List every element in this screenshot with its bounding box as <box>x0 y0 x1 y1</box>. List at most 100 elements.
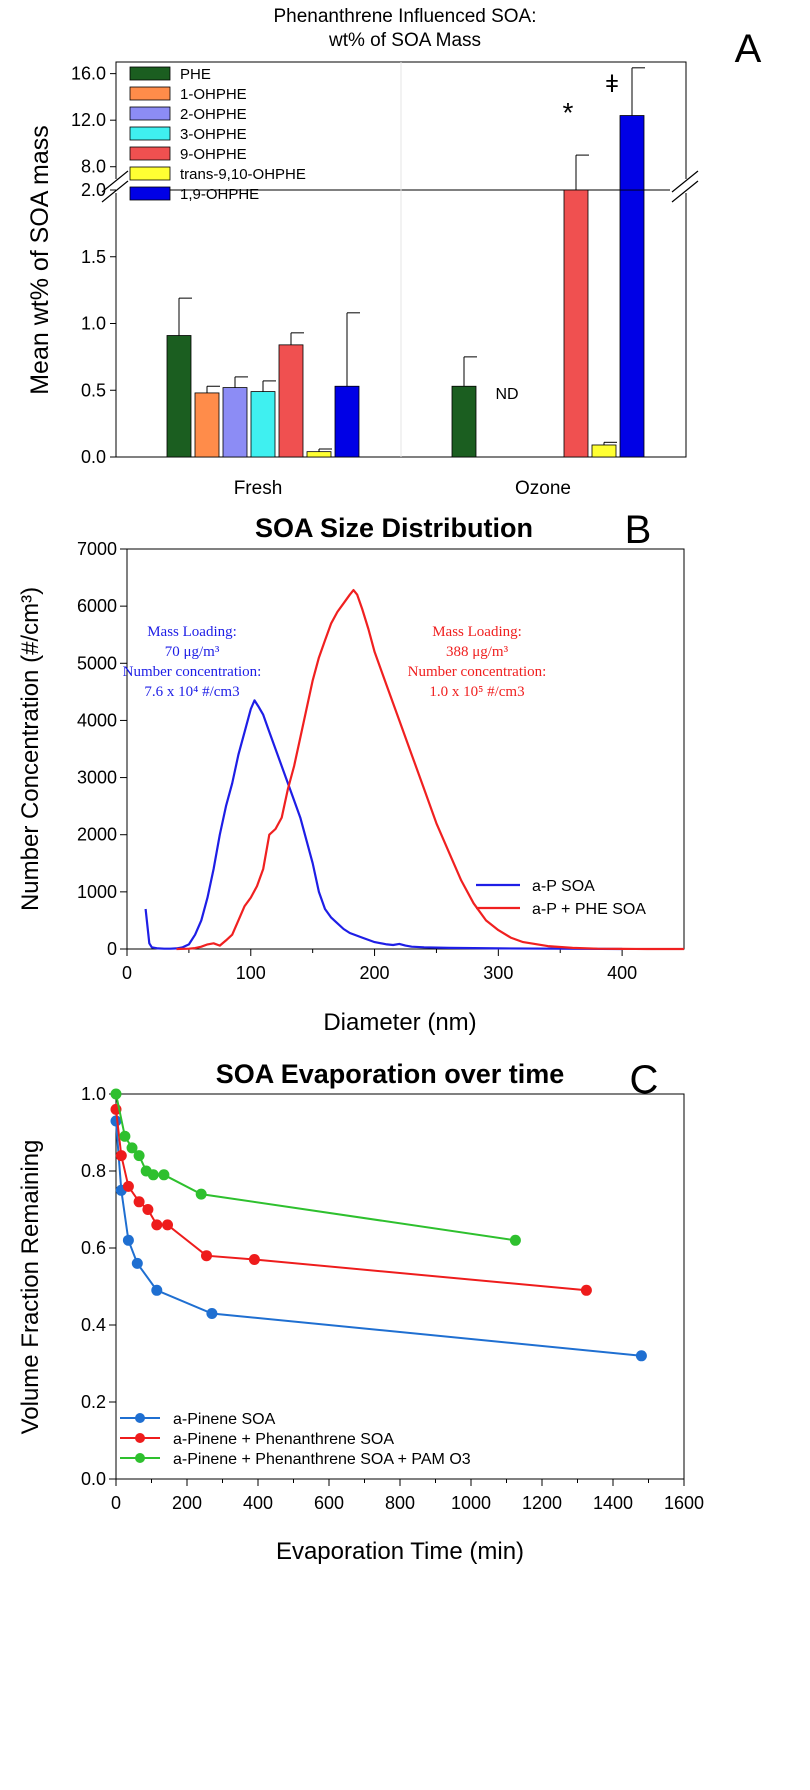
legend-swatch <box>129 106 171 121</box>
legend-item-a-p-soa: a-P SOA <box>476 878 595 895</box>
y-tick-label: 0.5 <box>81 380 106 400</box>
data-point <box>131 1257 143 1269</box>
bar-trans-9-10-ohphe-ozone <box>591 441 617 458</box>
legend-label: a-Pinene + Phenanthrene SOA + PAM O3 <box>173 1451 471 1468</box>
legend-label: 2-OHPHE <box>180 106 247 123</box>
data-point <box>151 1219 163 1231</box>
x-tick-label: 200 <box>360 963 390 983</box>
bar-fill <box>334 385 360 458</box>
panel-b-legend: a-P SOA a-P + PHE SOA <box>476 878 646 918</box>
legend-label: a-Pinene + Phenanthrene SOA <box>173 1431 394 1448</box>
legend-item-a-p-phe-soa: a-P + PHE SOA <box>476 901 646 918</box>
y-tick-label: 5000 <box>77 653 117 673</box>
data-point <box>162 1219 173 1231</box>
legend-label: 3-OHPHE <box>180 126 247 143</box>
bar-fill <box>278 344 304 458</box>
y-tick-label: 0.0 <box>81 447 106 467</box>
panel-c-title: SOA Evaporation over time <box>216 1059 565 1089</box>
y-tick-label: 0.4 <box>81 1315 106 1335</box>
category-label-ozone: Ozone <box>515 478 571 499</box>
x-tick-label: 1400 <box>593 1493 633 1513</box>
data-point <box>115 1150 127 1162</box>
data-point <box>509 1234 521 1246</box>
data-point <box>195 1188 207 1200</box>
series-line <box>115 1093 516 1242</box>
y-tick-label: 12.0 <box>71 110 106 130</box>
legend-swatch <box>129 86 171 101</box>
bar-9-ohphe-ozone <box>563 154 589 458</box>
annotation-double-dagger: ǂ <box>605 71 619 98</box>
y-tick-label: 2000 <box>77 825 117 845</box>
legend-label: 9-OHPHE <box>180 146 247 163</box>
data-point <box>580 1284 592 1296</box>
annotation-blue-line-4: 7.6 x 10⁴ #/cm3 <box>144 684 239 700</box>
y-tick-label: 0.0 <box>81 1469 106 1489</box>
panel-a-ticks: 0.0 0.5 1.0 1.5 2.0 8.0 12.0 16.0 <box>71 64 116 467</box>
bar-3-ohphe-fresh <box>250 380 276 458</box>
data-point <box>158 1169 170 1181</box>
data-point <box>206 1308 218 1319</box>
data-point <box>119 1130 131 1142</box>
panel-a-label: A <box>735 27 762 71</box>
data-point <box>248 1254 260 1265</box>
x-tick-label: 0 <box>122 963 132 983</box>
legend-item-phe: PHE <box>129 66 211 83</box>
annotation-red-line-4: 1.0 x 10⁵ #/cm3 <box>429 684 524 700</box>
y-tick-label: 16.0 <box>71 64 106 84</box>
series-line-a-p-phe-soa <box>176 589 684 951</box>
legend-swatch <box>129 126 171 141</box>
x-tick-label: 200 <box>172 1493 202 1513</box>
legend-label: a-P + PHE SOA <box>532 901 646 918</box>
series-a-pinene-soa <box>110 1115 647 1362</box>
panel-c-ticks: 0 200 400 600 800 1000 1200 1400 1600 0.0 0.2 0.4 0.… <box>81 1084 704 1513</box>
bar-fill <box>250 391 276 458</box>
data-point <box>635 1350 647 1362</box>
bar-fill <box>222 387 248 458</box>
legend-swatch <box>129 186 171 201</box>
y-tick-label: 7000 <box>77 539 117 559</box>
legend-item-1-9-ohphe: 1,9-OHPHE <box>129 186 259 203</box>
panel-b-ticks: 0 100 200 300 400010002000300040005000600070… <box>77 539 637 983</box>
series-line <box>115 1109 587 1292</box>
panel-b-xlabel: Diameter (nm) <box>323 1009 476 1036</box>
x-tick-label: 400 <box>607 963 637 983</box>
bar-fill <box>591 444 617 458</box>
annotation-nd: ND <box>495 386 518 403</box>
legend-label: trans-9,10-OHPHE <box>180 166 306 183</box>
bar-9-ohphe-fresh <box>278 332 304 458</box>
annotation-blue-line-2: 70 μg/m³ <box>165 644 220 660</box>
legend-label: a-Pinene SOA <box>173 1411 276 1428</box>
panel-b-label: B <box>625 508 652 552</box>
panel-c-ylabel: Volume Fraction Remaining <box>17 1140 44 1435</box>
data-point <box>147 1169 159 1181</box>
data-point <box>126 1142 138 1154</box>
axis-break-right <box>670 170 702 203</box>
bar-1-9-ohphe-ozone <box>619 67 645 458</box>
panel-a: Phenanthrene Influenced SOA: wt% of SOA … <box>26 6 762 499</box>
legend-item-trans-9-10-ohphe: trans-9,10-OHPHE <box>129 166 306 183</box>
legend-item-1-ohphe: 1-OHPHE <box>129 86 247 103</box>
axis-break-left <box>100 170 132 203</box>
x-tick-label: 1200 <box>522 1493 562 1513</box>
bar-fill <box>451 385 477 458</box>
panel-c-lines <box>110 1088 647 1362</box>
legend-item-a-pinene-phenanthrene-soa: a-Pinene + Phenanthrene SOA <box>120 1431 394 1448</box>
series-line <box>115 1120 642 1357</box>
x-tick-label: 300 <box>483 963 513 983</box>
y-tick-label: 1.0 <box>81 1084 106 1104</box>
bar-fill <box>194 392 220 458</box>
panel-c-label: C <box>630 1058 659 1102</box>
panel-b-frame <box>126 548 685 950</box>
panel-a-ylabel: Mean wt% of SOA mass <box>26 125 54 395</box>
x-tick-label: 1000 <box>451 1493 491 1513</box>
legend-item-3-ohphe: 3-OHPHE <box>129 126 247 143</box>
y-tick-label: 0.2 <box>81 1392 106 1412</box>
legend-swatch <box>129 66 171 81</box>
legend-item-9-ohphe: 9-OHPHE <box>129 146 247 163</box>
panel-a-legend: PHE 1-OHPHE 2-OHPHE 3-OHPHE 9-OHPHE trans-9,1… <box>129 66 306 203</box>
panel-c-legend: a-Pinene SOA a-Pinene + Phenanthrene SOA a… <box>120 1411 471 1468</box>
x-tick-label: 400 <box>243 1493 273 1513</box>
annotation-blue: Mass Loading: 70 μg/m³ Number concentrat… <box>123 624 262 700</box>
data-point <box>142 1204 154 1215</box>
annotation-red: Mass Loading: 388 μg/m³ Number concentra… <box>408 624 547 700</box>
